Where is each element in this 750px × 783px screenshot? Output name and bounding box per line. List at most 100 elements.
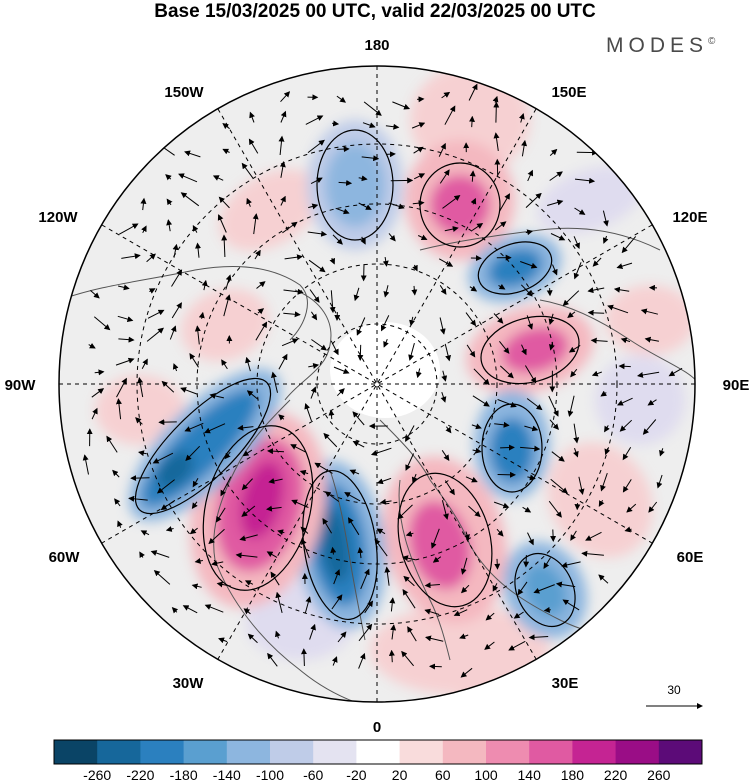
wind-arrow [300, 526, 309, 534]
wind-arrow [119, 223, 139, 235]
wind-arrow [333, 366, 350, 374]
wind-arrow [323, 432, 338, 448]
wind-arrow [616, 262, 633, 269]
wind-arrow [282, 221, 298, 234]
wind-arrow [548, 395, 559, 417]
wind-arrow [166, 219, 173, 232]
wind-arrow [380, 315, 390, 332]
wind-arrow [405, 530, 414, 537]
wind-arrow [140, 530, 150, 536]
wind-arrow [138, 450, 147, 457]
wind-arrow [357, 547, 364, 559]
wind-arrow [417, 96, 425, 103]
wind-arrow [493, 101, 500, 123]
wind-arrow [352, 441, 365, 448]
wind-arrow [117, 520, 123, 528]
wind-arrow [252, 213, 259, 235]
wind-arrow [314, 462, 333, 474]
wind-arrow [211, 560, 224, 567]
wind-arrow [237, 424, 254, 431]
wind-arrow [358, 623, 373, 642]
wind-arrow [135, 417, 143, 425]
wind-arrow [384, 566, 391, 586]
wind-arrow [574, 207, 586, 215]
wind-arrow [216, 581, 231, 588]
wind-arrow [562, 290, 580, 307]
wind-arrow [568, 344, 581, 353]
wind-arrow [598, 574, 609, 584]
wind-arrow [94, 369, 105, 376]
colorbar-swatch [356, 740, 401, 764]
wind-arrow [526, 398, 543, 411]
wind-arrow [277, 529, 285, 536]
wind-arrow [198, 311, 205, 319]
wind-vectors [82, 83, 683, 678]
wind-arrow [613, 286, 630, 293]
wind-arrow [137, 377, 144, 398]
wind-arrow [407, 626, 417, 642]
wind-arrow [415, 368, 422, 379]
colorbar-tick-label: -60 [303, 767, 323, 783]
wind-arrow [249, 111, 255, 123]
wind-arrow [324, 491, 340, 502]
wind-arrow [235, 552, 258, 559]
wind-arrow [402, 588, 416, 609]
wind-arrow [525, 229, 534, 236]
wind-arrow [524, 425, 539, 432]
wind-arrow [189, 527, 198, 535]
wind-arrow [247, 633, 258, 644]
colorbar-tick-label: 20 [392, 767, 408, 783]
wind-arrow [471, 423, 482, 430]
wind-arrow [637, 371, 660, 378]
wind-arrow [438, 258, 454, 267]
wind-arrow [494, 421, 510, 428]
wind-arrow [442, 195, 461, 209]
wind-arrow [363, 101, 382, 116]
wind-arrow [146, 327, 164, 342]
wind-arrow [241, 505, 256, 517]
longitude-labels: 180 150E 120E 90E 60E 30E 0 30W 60W 90W … [5, 37, 750, 736]
wind-arrow [88, 342, 96, 349]
wind-arrow [425, 635, 444, 642]
wind-arrow [412, 264, 418, 272]
lon-label-60w: 60W [49, 549, 81, 566]
wind-arrow [567, 395, 575, 417]
wind-arrow [121, 253, 141, 260]
wind-arrow [266, 505, 282, 512]
colorbar-swatch [529, 740, 573, 764]
wind-arrow [499, 340, 510, 354]
modes-logo: MODES© [606, 34, 715, 58]
wind-arrow [624, 526, 632, 533]
colorbar-frame [53, 739, 703, 765]
wind-arrow [459, 633, 469, 640]
wind-arrow [271, 371, 278, 393]
wind-arrow [520, 445, 541, 452]
wind-arrow [496, 528, 504, 537]
lon-label-120e: 120E [672, 209, 707, 226]
wind-arrow [166, 198, 173, 206]
wind-arrow [281, 338, 299, 347]
wind-arrow [330, 340, 339, 356]
wind-arrow [549, 171, 563, 181]
wind-arrow [417, 234, 428, 241]
colorbar-tick-label: 60 [435, 767, 451, 783]
wind-arrow [184, 422, 204, 432]
reference-vector-label: 30 [667, 683, 681, 697]
wind-arrow [471, 223, 484, 231]
wind-arrow [169, 325, 177, 340]
wind-arrow [331, 594, 343, 610]
wind-arrow [430, 528, 440, 549]
wind-arrow [180, 192, 200, 207]
wind-arrow [397, 504, 413, 520]
wind-arrow [90, 290, 100, 299]
wind-arrow [93, 316, 111, 331]
wind-arrow [520, 284, 533, 297]
wind-arrow [441, 500, 449, 520]
map-outline [58, 65, 696, 703]
wind-arrow [117, 284, 130, 291]
wind-arrow [668, 367, 683, 377]
wind-arrow [239, 534, 258, 542]
wind-arrow [171, 269, 183, 287]
wind-arrow [386, 151, 396, 158]
wind-arrow [180, 387, 198, 395]
